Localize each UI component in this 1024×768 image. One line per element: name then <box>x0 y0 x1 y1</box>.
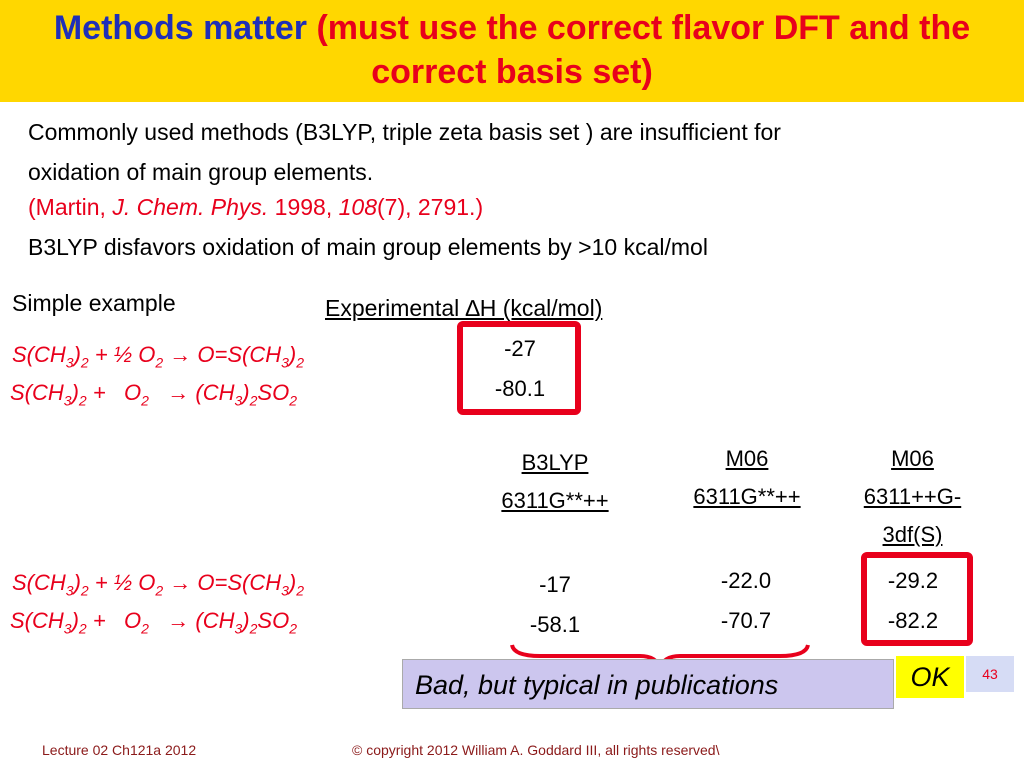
text-part: 2 <box>296 354 305 371</box>
text-part: ) <box>242 380 250 405</box>
text-part: SO <box>257 380 290 405</box>
experimental-header: Experimental ∆H (kcal/mol) <box>325 295 603 321</box>
header-line: M06 <box>891 446 934 471</box>
table-value: -22.0 <box>720 568 772 593</box>
text-part: + O <box>86 608 142 633</box>
highlight-box <box>861 552 973 646</box>
text-part: + O <box>86 380 142 405</box>
text-part: 3 <box>63 392 72 409</box>
experimental-value: -80.1 <box>494 376 546 401</box>
text-part: 2 <box>296 582 305 599</box>
text-part: 2 <box>289 620 297 637</box>
text-part: 2 <box>78 392 87 409</box>
table-value: -70.7 <box>720 608 772 633</box>
reaction: S(CH3)2 + O2 → (CH3)2SO2 <box>10 380 297 408</box>
text-part: SO <box>257 608 290 633</box>
text-part: 108 <box>338 194 377 220</box>
text-part: ) <box>288 342 297 367</box>
text-part: 1998, <box>268 194 339 220</box>
text-part: ) <box>71 608 79 633</box>
text-part: ) <box>242 608 250 633</box>
text-part: 3 <box>234 620 243 637</box>
text-part: → (CH <box>148 608 235 633</box>
column-header: M06 6311G**++ <box>662 440 832 516</box>
header-line: 6311++G- <box>863 484 962 509</box>
header-line: 3df(S) <box>882 522 943 547</box>
page-number: 43 <box>966 656 1014 692</box>
text-part: S(CH <box>10 608 64 633</box>
header-band <box>0 0 1024 102</box>
text-part: 2 <box>249 620 258 637</box>
text-part: (Martin, <box>28 194 113 220</box>
text-part: + ½ O <box>88 570 156 595</box>
table-value: -29.2 <box>887 568 939 593</box>
text-part: 3 <box>65 582 74 599</box>
header-line: B3LYP <box>521 450 589 475</box>
reaction: S(CH3)2 + ½ O2 → O=S(CH3)2 <box>12 570 304 598</box>
footer-center: © copyright 2012 William A. Goddard III,… <box>352 742 720 758</box>
title-red: (must use the correct flavor DFT and the… <box>316 9 971 91</box>
text-part: 3 <box>281 354 289 371</box>
text-part: S(CH <box>10 380 64 405</box>
callout-ok: OK <box>896 656 964 698</box>
reaction: S(CH3)2 + O2 → (CH3)2SO2 <box>10 608 297 636</box>
callout-bad: Bad, but typical in publications <box>402 659 894 709</box>
text-part: → O=S(CH <box>163 570 282 595</box>
table-value: -82.2 <box>887 608 939 633</box>
text-part: ) <box>71 380 79 405</box>
header-line: 6311G**++ <box>693 484 801 509</box>
experimental-value: -27 <box>504 336 536 361</box>
footer-left: Lecture 02 Ch121a 2012 <box>42 742 197 758</box>
text-part: 3 <box>281 582 289 599</box>
text-part: 2 <box>155 582 164 599</box>
header-line: 6311G**++ <box>501 488 609 513</box>
intro-text: B3LYP disfavors oxidation of main group … <box>28 234 708 260</box>
text-part: 2 <box>141 620 149 637</box>
text-part: → (CH <box>148 380 235 405</box>
text-part: ) <box>288 570 297 595</box>
text-part: (7), 2791.) <box>377 194 484 220</box>
column-header: M06 6311++G- 3df(S) <box>830 440 995 554</box>
text-part: 2 <box>249 392 258 409</box>
text-part: J. Chem. Phys. <box>112 194 269 220</box>
column-header: B3LYP 6311G**++ <box>470 444 640 520</box>
table-value: -58.1 <box>529 612 581 637</box>
text-part: 2 <box>155 354 164 371</box>
intro-text: Commonly used methods (B3LYP, triple zet… <box>28 119 781 185</box>
text-part: S(CH <box>12 342 66 367</box>
text-part: 2 <box>289 392 297 409</box>
highlight-box <box>457 321 581 415</box>
text-part: + ½ O <box>88 342 156 367</box>
text-part: 3 <box>63 620 72 637</box>
title: Methods matter (must use the correct fla… <box>0 6 1024 94</box>
header-line: M06 <box>725 446 769 471</box>
text-part: S(CH <box>12 570 66 595</box>
text-part: 2 <box>80 582 89 599</box>
text-part: 2 <box>141 392 149 409</box>
citation: (Martin, J. Chem. Phys. 1998, 108(7), 27… <box>28 194 483 221</box>
text-part: 2 <box>78 620 87 637</box>
text-part: 2 <box>80 354 89 371</box>
reaction: S(CH3)2 + ½ O2 → O=S(CH3)2 <box>12 342 304 370</box>
text-part: 3 <box>234 392 243 409</box>
text-part: ) <box>73 570 81 595</box>
table-value: -17 <box>539 572 571 597</box>
example-label: Simple example <box>12 290 176 316</box>
text-part: → O=S(CH <box>163 342 282 367</box>
text-part: ) <box>73 342 81 367</box>
title-blue: Methods matter <box>53 9 307 47</box>
text-part: 3 <box>65 354 74 371</box>
